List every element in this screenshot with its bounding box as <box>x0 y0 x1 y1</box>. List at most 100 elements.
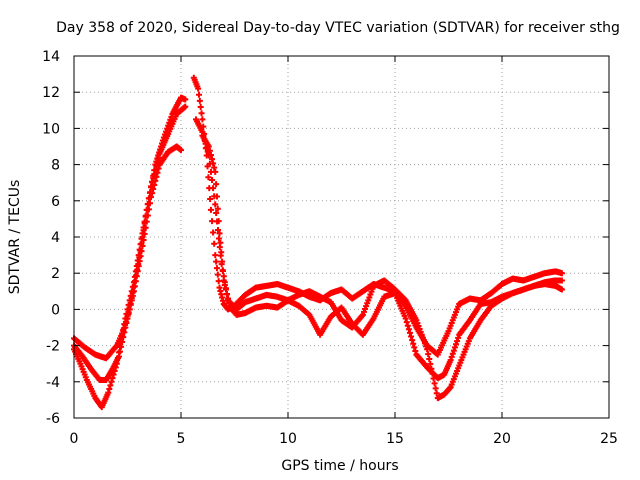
data-point <box>220 277 227 284</box>
data-point <box>218 291 225 298</box>
data-point <box>357 314 364 321</box>
data-point <box>403 319 410 326</box>
data-point <box>115 349 122 356</box>
data-point <box>204 141 211 148</box>
data-point <box>401 301 408 308</box>
data-point <box>321 324 328 331</box>
data-point <box>457 359 464 366</box>
data-point <box>425 351 432 358</box>
data-point <box>367 320 374 327</box>
data-point <box>354 318 361 325</box>
data-point <box>479 314 486 321</box>
data-point <box>235 298 242 305</box>
data-point <box>165 122 172 129</box>
data-point <box>76 349 83 356</box>
data-point <box>416 329 423 336</box>
data-point <box>398 305 405 312</box>
data-point <box>325 317 332 324</box>
data-point <box>411 344 418 351</box>
data-point <box>470 329 477 336</box>
data-point <box>213 258 220 265</box>
y-tick-label: 8 <box>51 158 60 174</box>
data-point <box>458 328 465 335</box>
data-point <box>322 322 329 329</box>
chart-title: Day 358 of 2020, Sidereal Day-to-day VTE… <box>56 20 620 36</box>
data-point <box>393 287 400 294</box>
data-point <box>166 119 173 126</box>
data-point <box>238 295 245 302</box>
data-point <box>328 300 335 307</box>
data-point <box>312 323 319 330</box>
data-point <box>397 295 404 302</box>
data-point <box>211 164 218 171</box>
data-point <box>133 262 140 269</box>
data-point <box>427 367 434 374</box>
data-point <box>360 308 367 315</box>
data-point <box>355 327 362 334</box>
data-point <box>90 368 97 375</box>
data-point <box>198 110 205 117</box>
data-point <box>461 324 468 331</box>
data-point <box>311 321 318 328</box>
data-points <box>71 74 565 411</box>
data-point <box>398 293 405 300</box>
axis-ticks <box>73 55 610 419</box>
y-tick-label: 2 <box>51 266 60 282</box>
data-point <box>358 313 365 320</box>
data-point <box>154 169 161 176</box>
data-point <box>148 183 155 190</box>
data-point <box>194 118 201 125</box>
data-point <box>107 382 114 389</box>
data-point <box>465 318 472 325</box>
data-point <box>103 355 110 362</box>
data-point <box>115 353 122 360</box>
data-point <box>202 138 209 145</box>
data-point <box>338 304 345 311</box>
data-point <box>219 258 226 265</box>
data-point <box>152 167 159 174</box>
data-point <box>454 306 461 313</box>
x-tick-label: 5 <box>177 431 186 447</box>
data-point <box>404 322 411 329</box>
data-point <box>195 85 202 92</box>
data-point <box>169 120 176 127</box>
data-point <box>478 315 485 322</box>
data-point <box>215 235 222 242</box>
y-tick-label: 6 <box>51 194 60 210</box>
data-point <box>81 371 88 378</box>
data-point <box>394 288 401 295</box>
data-point <box>431 380 438 387</box>
data-point <box>460 351 467 358</box>
data-point <box>132 268 139 275</box>
data-point <box>448 319 455 326</box>
data-point <box>335 311 342 318</box>
data-point <box>464 320 471 327</box>
data-point <box>452 341 459 348</box>
x-axis-label: GPS time / hours <box>281 458 398 474</box>
data-point <box>447 322 454 329</box>
data-point <box>89 367 96 374</box>
data-point <box>154 158 161 165</box>
data-point <box>217 252 224 259</box>
data-point <box>431 371 438 378</box>
data-point <box>356 315 363 322</box>
data-point <box>404 307 411 314</box>
data-point <box>473 324 480 331</box>
data-point <box>410 317 417 324</box>
data-point <box>114 340 121 347</box>
data-point <box>368 288 375 295</box>
data-point <box>482 310 489 317</box>
data-point <box>203 139 210 146</box>
data-point <box>452 309 459 316</box>
data-point <box>171 115 178 122</box>
data-point <box>227 304 234 311</box>
data-point <box>214 271 221 278</box>
data-point <box>365 323 372 330</box>
data-point <box>447 357 454 364</box>
data-point <box>410 311 417 318</box>
data-point <box>80 355 87 362</box>
data-point <box>339 306 346 313</box>
data-point <box>192 116 199 123</box>
data-point <box>172 113 179 120</box>
data-point <box>109 375 116 382</box>
